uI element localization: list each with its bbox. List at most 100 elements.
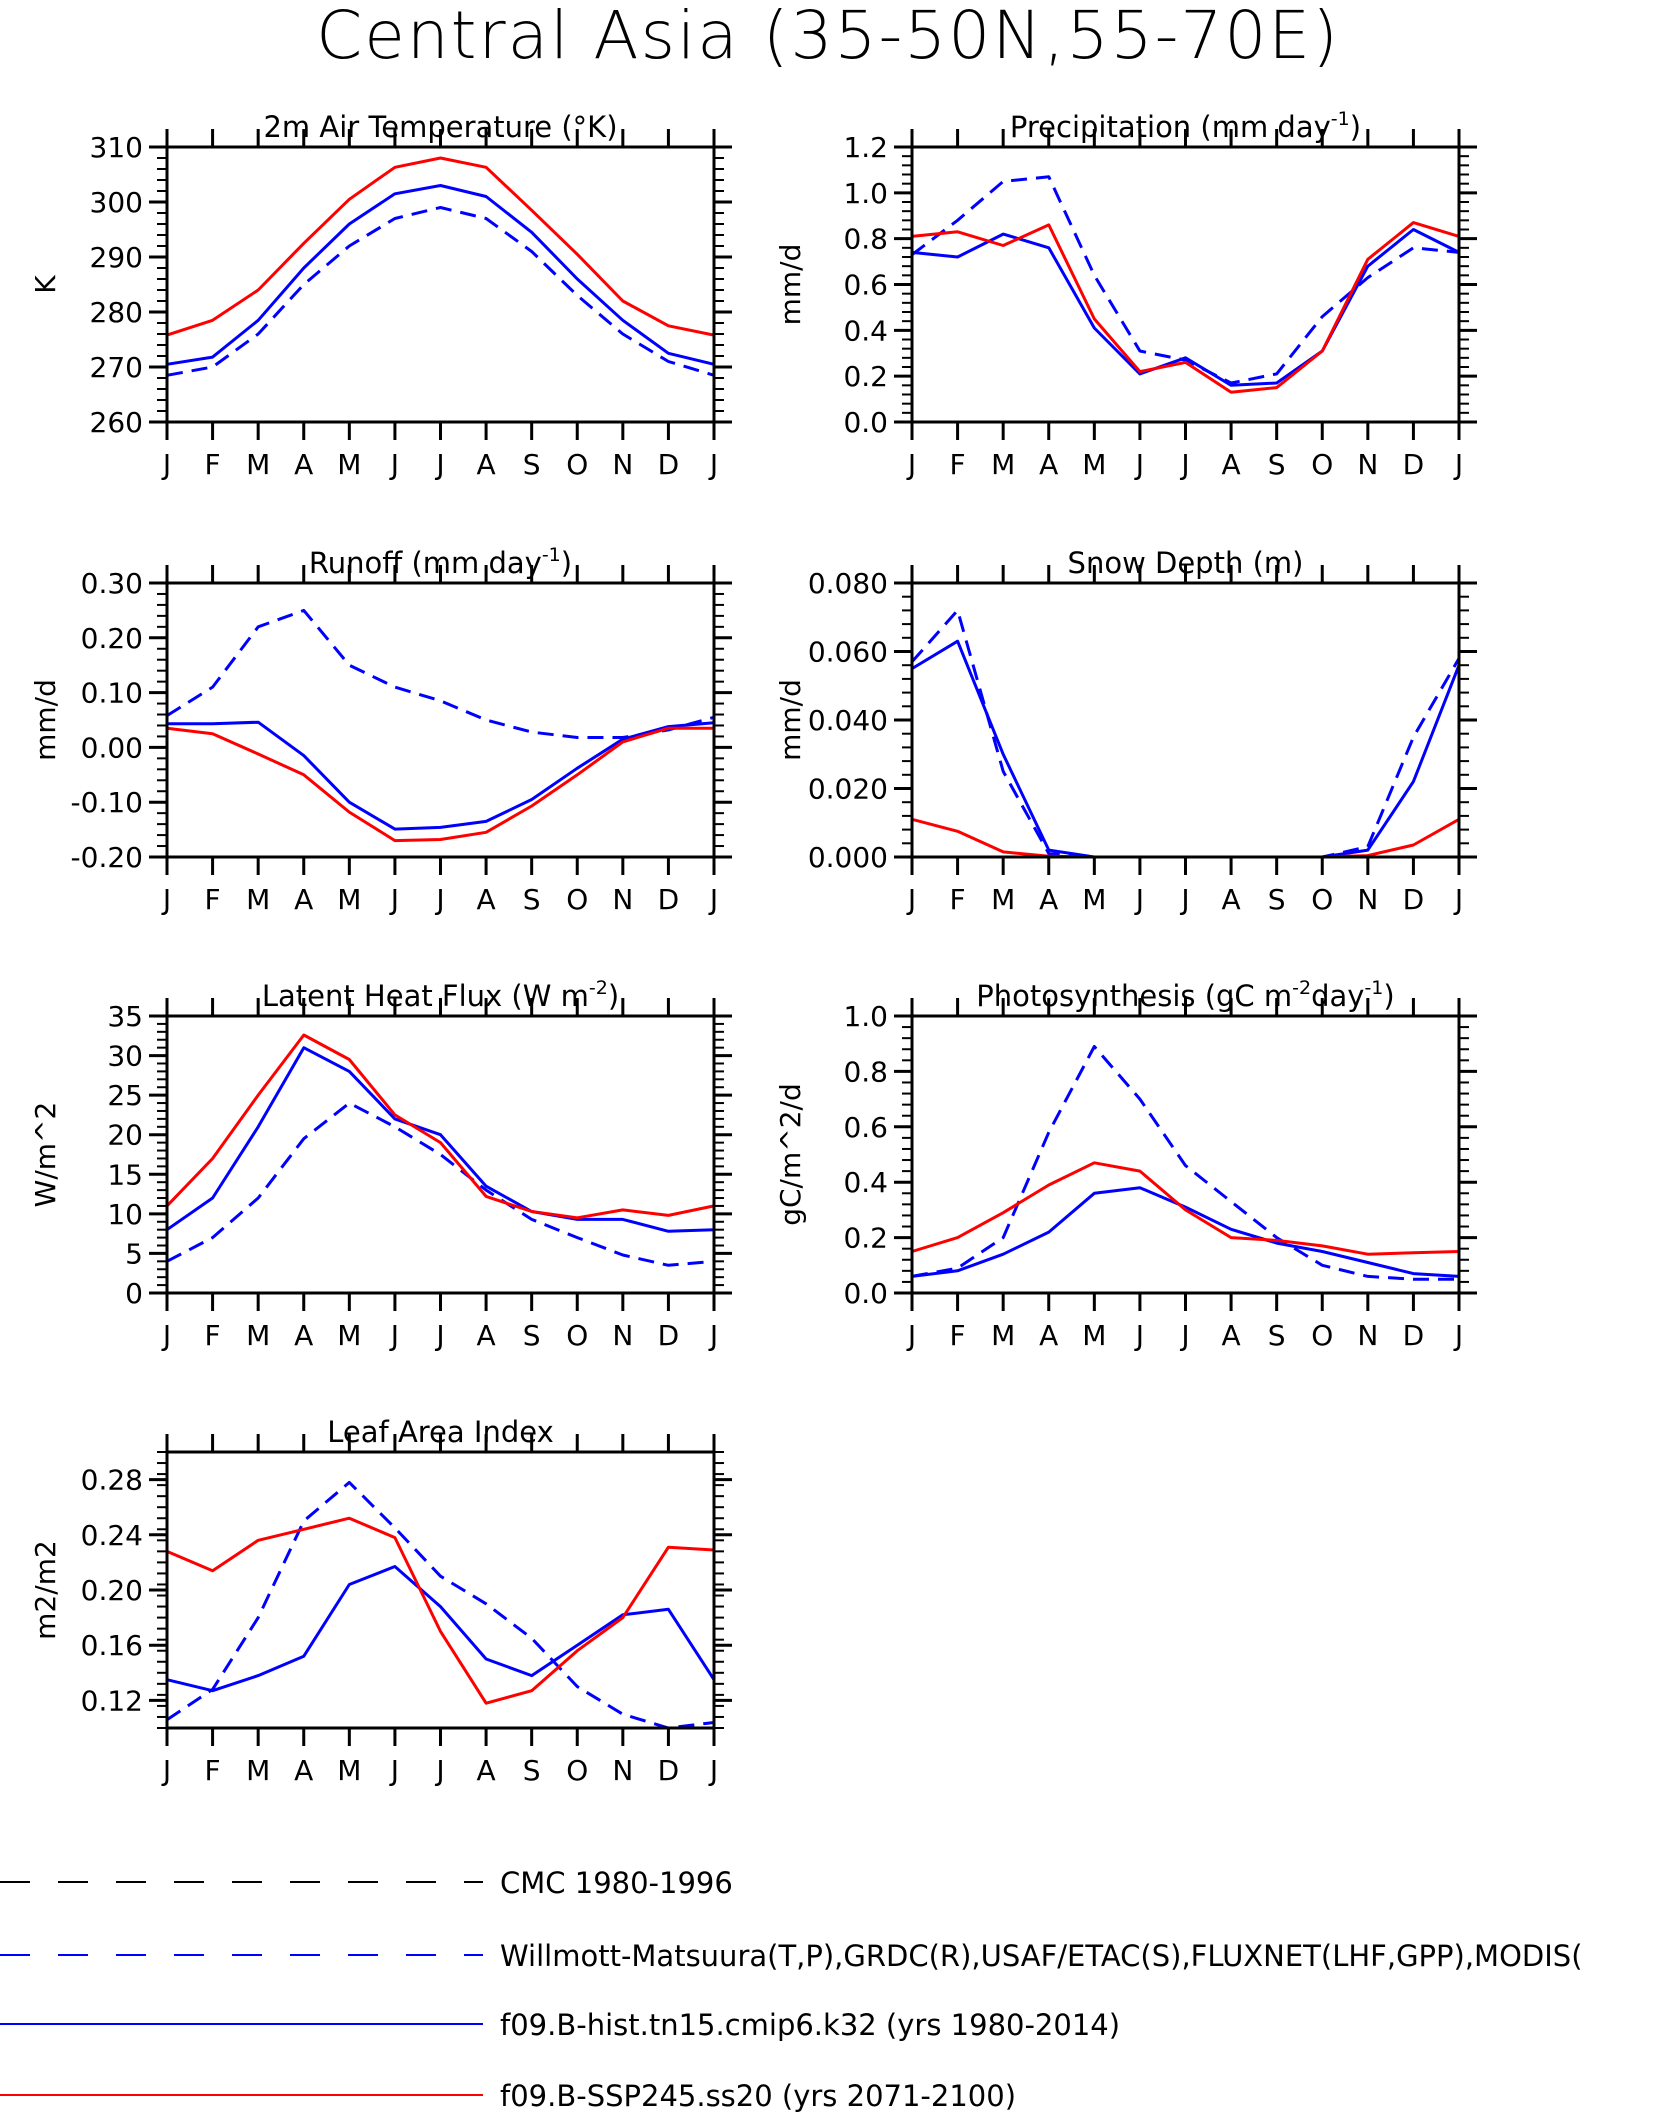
x-tick-label: S: [1268, 448, 1286, 481]
x-tick-label: M: [246, 883, 270, 916]
y-tick-label: 270: [90, 351, 143, 384]
y-tick-label: 0.8: [843, 1055, 888, 1088]
x-tick-label: J: [708, 1754, 718, 1787]
chart-panel-gpp: Photosynthesis (gC m-2day-1) gC/m^2/d 0.0 0…: [774, 977, 1477, 1352]
x-tick-label: A: [1222, 883, 1241, 916]
x-tick-label: J: [906, 1319, 916, 1352]
plot-frame: [910, 581, 1461, 859]
x-tick-label: N: [1357, 1319, 1378, 1352]
y-tick-label: 260: [90, 406, 143, 439]
series-line-obs: [911, 175, 1460, 385]
x-tick-label: J: [1134, 448, 1144, 481]
y-tick-label: 0.0: [843, 406, 888, 439]
x-tick-label: A: [1039, 1319, 1058, 1352]
y-tick-label: 0.16: [81, 1629, 143, 1662]
x-tick-label: F: [950, 1319, 966, 1352]
y-axis-label: W/m^2: [29, 1102, 62, 1208]
y-tick-label: 0.8: [843, 223, 888, 256]
series-line-ssp: [166, 156, 715, 337]
x-tick-label: M: [246, 1319, 270, 1352]
y-tick-label: 0.040: [808, 704, 888, 737]
series-line-hist: [911, 228, 1460, 387]
panels-group: 2m Air Temperature (°K)K2602702802903003…: [29, 108, 1477, 1787]
x-tick-label: A: [1222, 1319, 1241, 1352]
y-tick-label: 1.0: [843, 177, 888, 210]
legend-label: f09.B-hist.tn15.cmip6.k32 (yrs 1980-2014…: [500, 2008, 1120, 2042]
x-tick-label: J: [1134, 1319, 1144, 1352]
y-tick-label: 0: [125, 1277, 143, 1310]
x-tick-label: J: [1179, 1319, 1189, 1352]
chart-panel-snow: Snow Depth (m)mm/d0.0000.0200.0400.0600.…: [774, 546, 1477, 916]
x-tick-label: M: [1082, 1319, 1106, 1352]
y-tick-label: 0.00: [81, 731, 143, 764]
x-tick-label: J: [434, 883, 444, 916]
y-tick-label: 0.6: [843, 1111, 888, 1144]
x-tick-label: S: [523, 1754, 541, 1787]
x-tick-label: J: [708, 883, 718, 916]
series-line-hist: [166, 1046, 715, 1233]
series-line-ssp: [165, 1033, 715, 1220]
series-line-hist: [911, 639, 1461, 859]
x-tick-label: M: [337, 883, 361, 916]
series-line-obs: [910, 608, 1461, 859]
x-tick-label: N: [1357, 448, 1378, 481]
x-tick-label: J: [708, 1319, 718, 1352]
x-tick-label: O: [1311, 448, 1333, 481]
y-tick-label: 10: [107, 1198, 143, 1231]
x-tick-label: A: [477, 1754, 496, 1787]
legend-item-cmc: CMC 1980-1996: [0, 1866, 733, 1900]
x-tick-label: D: [1403, 1319, 1425, 1352]
series-line-obs: [166, 206, 715, 377]
x-tick-label: A: [477, 883, 496, 916]
y-tick-label: 0.30: [81, 567, 143, 600]
x-tick-label: A: [294, 883, 313, 916]
x-tick-label: F: [950, 448, 966, 481]
y-tick-label: 0.000: [808, 841, 888, 874]
y-tick-label: 0.060: [808, 636, 888, 669]
plot-frame: [910, 1014, 1461, 1295]
y-tick-label: 0.6: [843, 269, 888, 302]
x-tick-label: J: [389, 448, 399, 481]
x-tick-label: A: [294, 1754, 313, 1787]
x-tick-label: J: [161, 1754, 171, 1787]
y-tick-label: 5: [125, 1237, 143, 1270]
chart-panel-temp: 2m Air Temperature (°K)K2602702802903003…: [29, 110, 732, 481]
x-tick-label: M: [991, 1319, 1015, 1352]
series-line-ssp: [911, 221, 1460, 394]
x-tick-label: M: [991, 883, 1015, 916]
plot-frame: [165, 145, 716, 424]
y-tick-label: 20: [107, 1119, 143, 1152]
x-tick-label: J: [434, 1754, 444, 1787]
x-tick-label: J: [708, 448, 718, 481]
legend-item-ssp: f09.B-SSP245.ss20 (yrs 2071-2100): [0, 2079, 1016, 2113]
y-tick-label: 1.0: [843, 1000, 888, 1033]
legend-label: CMC 1980-1996: [500, 1866, 733, 1900]
x-tick-label: M: [337, 1319, 361, 1352]
x-tick-label: O: [566, 1319, 588, 1352]
x-tick-label: A: [294, 448, 313, 481]
x-tick-label: F: [205, 1319, 221, 1352]
panel-title: Photosynthesis (gC m-2day-1): [976, 977, 1394, 1013]
legend-label: Willmott-Matsuura(T,P),GRDC(R),USAF/ETAC…: [500, 1939, 1583, 1973]
x-tick-label: A: [1222, 448, 1241, 481]
x-tick-label: A: [1039, 448, 1058, 481]
x-tick-label: J: [161, 1319, 171, 1352]
y-tick-label: 25: [107, 1079, 143, 1112]
series-line-obs: [166, 608, 715, 739]
x-tick-label: A: [294, 1319, 313, 1352]
plot-frame: [165, 1014, 716, 1295]
chart-panel-lhf: Latent Heat Flux (W m-2) W/m^2 0 5 10 15 20 25 3…: [29, 977, 732, 1352]
legend-item-hist: f09.B-hist.tn15.cmip6.k32 (yrs 1980-2014…: [0, 2008, 1120, 2042]
x-tick-label: A: [477, 1319, 496, 1352]
y-tick-label: 300: [90, 186, 143, 219]
panel-title: Precipitation (mm day-1): [1010, 108, 1361, 144]
x-tick-label: D: [1403, 883, 1425, 916]
y-axis-label: K: [29, 275, 62, 294]
chart-panel-precip: Precipitation (mm day-1) mm/d 0.0 0.2 0.4 0.6…: [774, 108, 1477, 481]
x-tick-label: J: [434, 448, 444, 481]
x-tick-label: J: [906, 883, 916, 916]
x-tick-label: M: [337, 448, 361, 481]
y-tick-label: -0.10: [71, 786, 143, 819]
x-tick-label: N: [1357, 883, 1378, 916]
